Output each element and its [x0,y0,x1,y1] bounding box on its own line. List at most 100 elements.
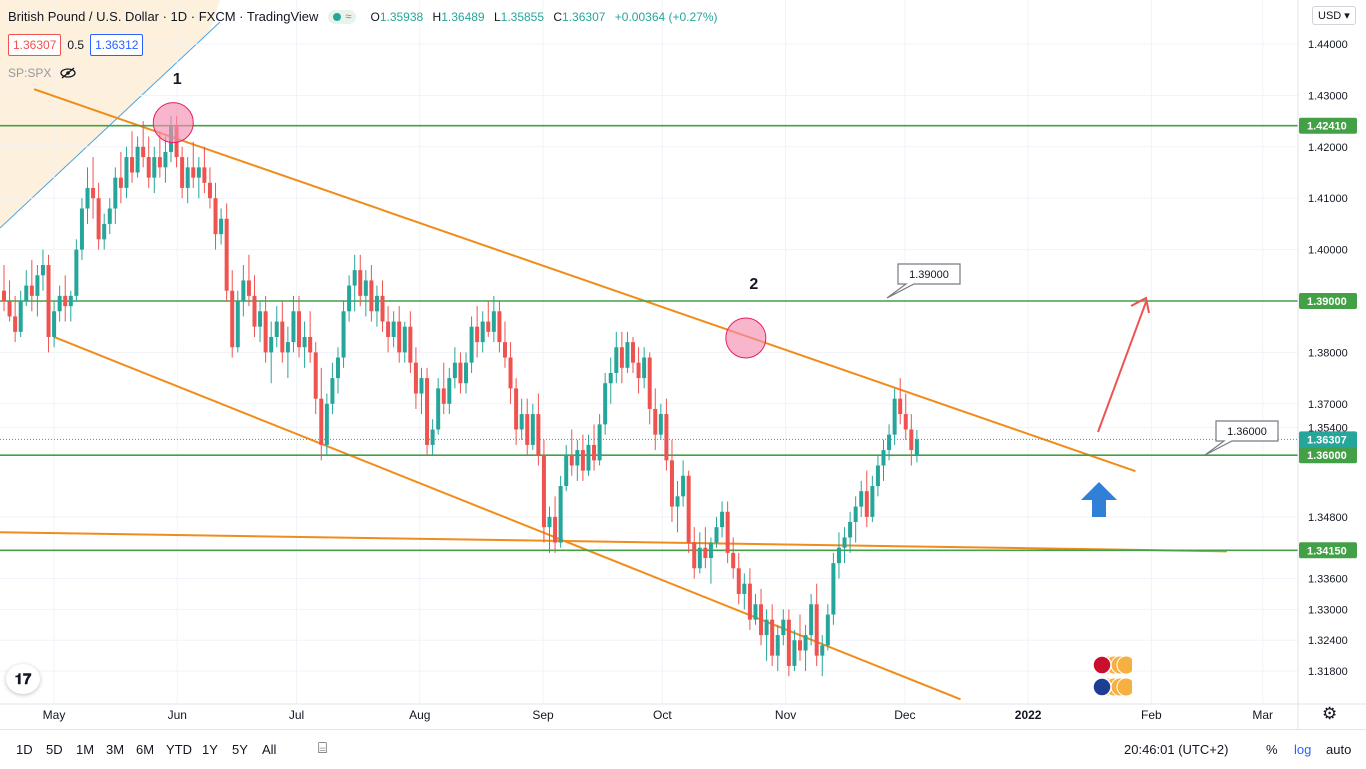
candle-body [118,177,123,188]
candle-body [597,424,602,461]
candle-body [352,270,357,286]
time-tick-label: May [43,708,66,722]
sell-button[interactable]: 1.36307 [8,34,62,56]
range-button-1d[interactable]: 1D [16,742,33,757]
candle-body [658,414,663,435]
candle-body [720,511,725,528]
candles [2,115,919,677]
chart-header: British Pound / U.S. Dollar · 1D · FXCM … [8,9,718,24]
tradingview-logo[interactable]: 𝟏𝟕 [6,664,40,694]
candle-body [130,157,135,173]
date-range-calendar-icon[interactable]: ⌸ [318,740,328,757]
candle-body [347,285,352,312]
wave-label[interactable]: 1 [173,71,182,88]
auto-toggle[interactable]: auto [1326,742,1352,757]
candle-body [842,537,847,548]
trade-buttons: 1.36307 0.5 1.36312 [8,34,144,56]
candle-body [402,326,407,353]
hidden-eye-icon[interactable] [59,67,77,79]
candle-body [235,301,240,348]
candle-body [207,182,212,199]
candle-body [52,311,57,337]
candle-body [530,414,535,445]
price-scale[interactable]: 1.44000 1.43000 1.42000 1.41000 1.40000 1.390… [1299,39,1357,678]
candle-body [898,398,903,415]
peak-marker-circle[interactable] [725,317,767,359]
horizontal-levels[interactable] [0,124,1298,552]
time-tick-label: Jul [289,708,304,722]
compare-symbol[interactable]: SP:SPX [8,66,52,80]
candle-body [180,157,185,188]
candle-body [68,295,73,307]
candle-body [797,640,802,651]
log-toggle[interactable]: log [1294,742,1312,757]
drawings[interactable]: 1 2 1.39000 1.36000 [152,71,1279,517]
time-tick-label: Dec [894,708,915,722]
candle-body [419,378,424,394]
range-button-1y[interactable]: 1Y [202,742,218,757]
candle-body [836,547,841,564]
range-button-6m[interactable]: 6M [136,742,155,757]
range-button-3m[interactable]: 3M [106,742,125,757]
candle-body [491,311,496,332]
compare-legend: SP:SPX [8,66,77,80]
candle-body [692,542,697,569]
time-tick-label: Aug [409,708,430,722]
price-scale-label[interactable] [1299,447,1357,464]
range-button-5y[interactable]: 5Y [232,742,248,757]
up-arrow-icon[interactable] [1081,482,1117,517]
target-arrow-head [1130,296,1150,314]
candle-body [887,434,892,451]
price-tick-label: 1.40000 [1308,245,1348,257]
clock-readout[interactable]: 20:46:01 (UTC+2) [1124,742,1229,757]
price-scale-label[interactable] [1299,542,1357,559]
peak-marker-circle[interactable] [152,102,194,144]
percent-toggle[interactable]: % [1266,742,1278,757]
candle-body [541,455,546,528]
price-scale-label-text: 1.34150 [1307,545,1347,557]
economic-events-icons[interactable] [1086,655,1132,697]
candle-body [313,352,318,399]
orange-trend-line[interactable] [53,336,961,701]
buy-button[interactable]: 1.36312 [90,34,144,56]
candle-body [252,295,257,327]
candle-body [246,280,251,296]
candle-body [285,342,290,353]
candle-body [809,604,814,636]
target-arrow-line[interactable] [1097,301,1147,433]
candle-body [425,378,430,445]
orange-trend-line[interactable] [33,88,1136,473]
candle-body [848,522,853,538]
price-callout[interactable] [886,263,961,299]
price-tick-label: 1.34800 [1308,512,1348,524]
range-button-5d[interactable]: 5D [46,742,63,757]
candle-body [697,547,702,569]
price-scale-label[interactable] [1299,293,1357,309]
price-scale-label[interactable] [1299,117,1357,134]
candle-body [786,619,791,666]
time-scale[interactable]: May Jun Jul Aug Sep Oct Nov Dec 2022 Feb Mar [43,708,1273,722]
range-button-ytd[interactable]: YTD [166,742,192,757]
candle-body [7,301,12,317]
wave-label[interactable]: 2 [749,276,758,293]
currency-select[interactable]: USD ▾ [1312,6,1356,25]
candle-body [564,455,569,487]
settings-gear-icon[interactable]: ⚙ [1322,704,1338,723]
wave-icon: ≈ [345,10,352,23]
time-tick-label: Mar [1252,708,1273,722]
market-status-badge[interactable]: ≈ [328,9,357,24]
market-open-icon [333,12,342,21]
range-button-all[interactable]: All [262,742,277,757]
price-tick-label: 1.42000 [1308,142,1348,154]
orange-trend-line[interactable] [0,531,1227,553]
price-callout[interactable] [1204,420,1279,456]
time-tick-label: 2022 [1015,708,1042,722]
trend-lines[interactable] [0,88,1227,701]
candle-body [319,398,324,445]
candle-body [558,486,563,543]
candle-body [736,568,741,594]
symbol-title[interactable]: British Pound / U.S. Dollar · 1D · FXCM … [8,9,319,24]
range-button-1m[interactable]: 1M [76,742,95,757]
candle-body [40,265,45,276]
